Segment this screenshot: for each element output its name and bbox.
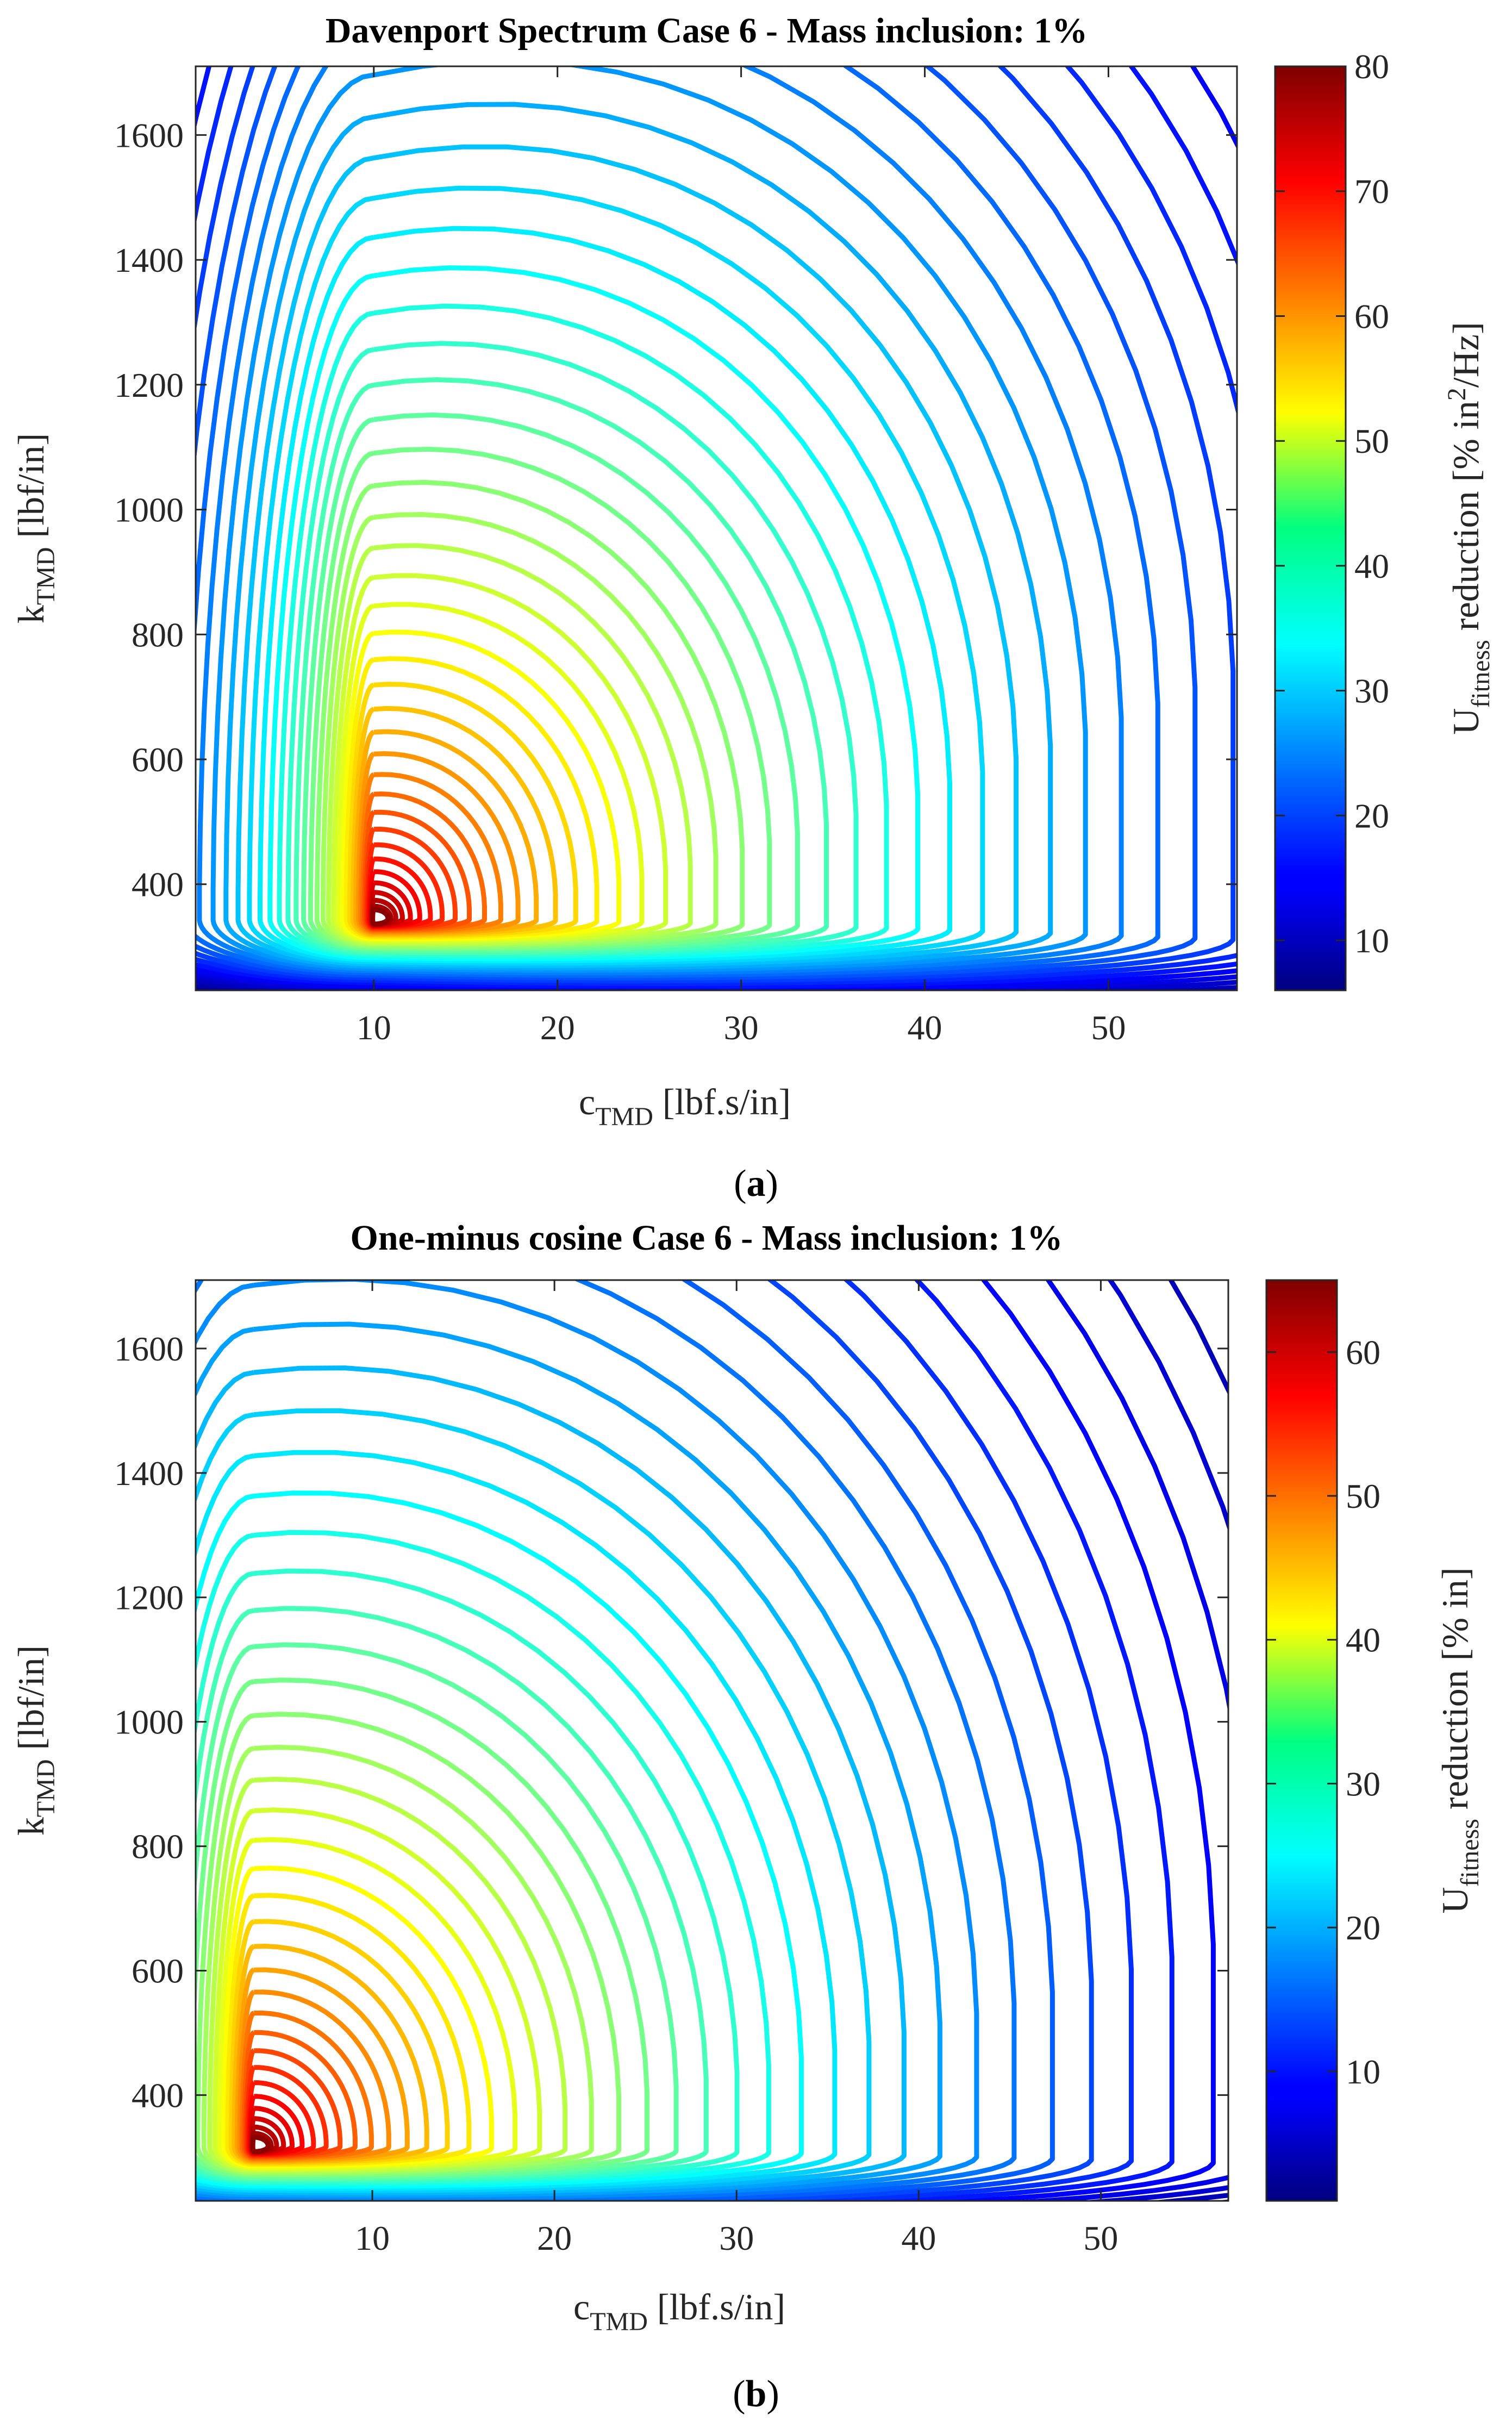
plot-frame	[195, 65, 1238, 991]
x-tick-label: 30	[719, 2219, 754, 2257]
x-axis-label: cTMD [lbf.s/in]	[579, 1081, 791, 1131]
plot-frame	[195, 1279, 1229, 2202]
colorbar-tick-label: 40	[1346, 1621, 1380, 1659]
x-axis-label: cTMD [lbf.s/in]	[573, 2286, 785, 2336]
contour-line	[1078, 1280, 1228, 2201]
figure-panel-b: One-minus cosine Case 6 - Mass inclusion…	[0, 1210, 1512, 2421]
colorbar-tick-label: 10	[1346, 2052, 1380, 2091]
y-tick-label: 1600	[114, 116, 184, 154]
contour-lines-group	[196, 1280, 1228, 2201]
x-tick-label: 50	[1091, 1008, 1126, 1047]
x-tick-label: 40	[908, 1008, 942, 1047]
y-tick-label: 1400	[114, 241, 184, 279]
x-tick-label: 40	[901, 2219, 936, 2257]
contour-chart-a: Davenport Spectrum Case 6 - Mass inclusi…	[10, 11, 1495, 1205]
colorbar-tick-label: 40	[1354, 547, 1389, 585]
colorbar-label: Ufitness reduction [% in]	[1434, 1567, 1484, 1913]
contour-line	[1007, 1280, 1228, 2201]
colorbar-tick-label: 10	[1354, 921, 1389, 960]
figure-panel-a: Davenport Spectrum Case 6 - Mass inclusi…	[0, 0, 1512, 1210]
y-tick-label: 400	[132, 2076, 184, 2114]
y-tick-label: 600	[132, 1952, 184, 1991]
colorbar-tick-label: 70	[1354, 172, 1389, 211]
x-tick-label: 20	[540, 1008, 575, 1047]
panel-caption: (a)	[734, 1163, 778, 1205]
colorbar-tick-label: 60	[1346, 1333, 1380, 1371]
y-axis-label: kTMD [lbf/in]	[10, 433, 60, 623]
contour-line	[848, 1280, 1174, 2201]
colorbar-tick-label: 20	[1346, 1908, 1380, 1947]
colorbar-tick-label: 30	[1354, 672, 1389, 710]
y-tick-label: 1200	[114, 1578, 184, 1617]
contour-line	[1147, 1280, 1228, 2201]
y-axis-ticks: 400 600 800 1000 1200 1400 1600	[114, 116, 1237, 904]
panel-caption: (b)	[733, 2373, 779, 2415]
colorbar-tick-label: 80	[1354, 47, 1389, 86]
contour-line	[196, 1280, 1094, 2201]
colorbar	[1265, 1279, 1338, 2202]
x-tick-label: 50	[1083, 2219, 1118, 2257]
y-tick-label: 800	[132, 615, 184, 654]
y-tick-label: 1600	[114, 1330, 184, 1368]
y-tick-label: 1000	[114, 491, 184, 529]
x-tick-label: 20	[537, 2219, 572, 2257]
y-tick-label: 800	[132, 1827, 184, 1866]
y-axis-ticks: 400 600 800 1000 1200 1400 1600	[114, 1330, 1228, 2114]
colorbar-ticks: 10 20 30 40 50 60	[1266, 1333, 1380, 2091]
contour-line	[754, 1280, 1134, 2201]
y-tick-label: 600	[132, 740, 184, 779]
colorbar-ticks: 10 20 30 40 50 60 70 80	[1275, 47, 1389, 960]
y-tick-label: 1200	[114, 366, 184, 404]
contour-line	[196, 1280, 1055, 2201]
y-axis-label: kTMD [lbf/in]	[10, 1645, 60, 1836]
colorbar-tick-label: 50	[1354, 422, 1389, 460]
contour-line	[370, 907, 391, 927]
y-tick-label: 400	[132, 865, 184, 904]
x-axis-ticks: 10 20 30 40 50	[357, 66, 1126, 1047]
y-tick-label: 1400	[114, 1454, 184, 1493]
x-axis-ticks: 10 20 30 40 50	[355, 1280, 1118, 2257]
contour-line	[250, 2135, 271, 2154]
colorbar-tick-label: 20	[1354, 796, 1389, 835]
contour-line	[930, 1280, 1216, 2201]
contour-chart-b: One-minus cosine Case 6 - Mass inclusion…	[10, 1218, 1484, 2415]
colorbar-tick-label: 60	[1354, 297, 1389, 335]
colorbar-label: Ufitness reduction [% in2/Hz]	[1442, 322, 1495, 734]
x-tick-label: 10	[355, 2219, 390, 2257]
x-tick-label: 30	[724, 1008, 759, 1047]
chart-title: One-minus cosine Case 6 - Mass inclusion…	[351, 1218, 1063, 1258]
colorbar-tick-label: 30	[1346, 1764, 1380, 1803]
colorbar-tick-label: 50	[1346, 1477, 1380, 1515]
colorbar	[1274, 65, 1347, 991]
y-tick-label: 1000	[114, 1703, 184, 1742]
x-tick-label: 10	[357, 1008, 391, 1047]
chart-title: Davenport Spectrum Case 6 - Mass inclusi…	[326, 11, 1088, 51]
